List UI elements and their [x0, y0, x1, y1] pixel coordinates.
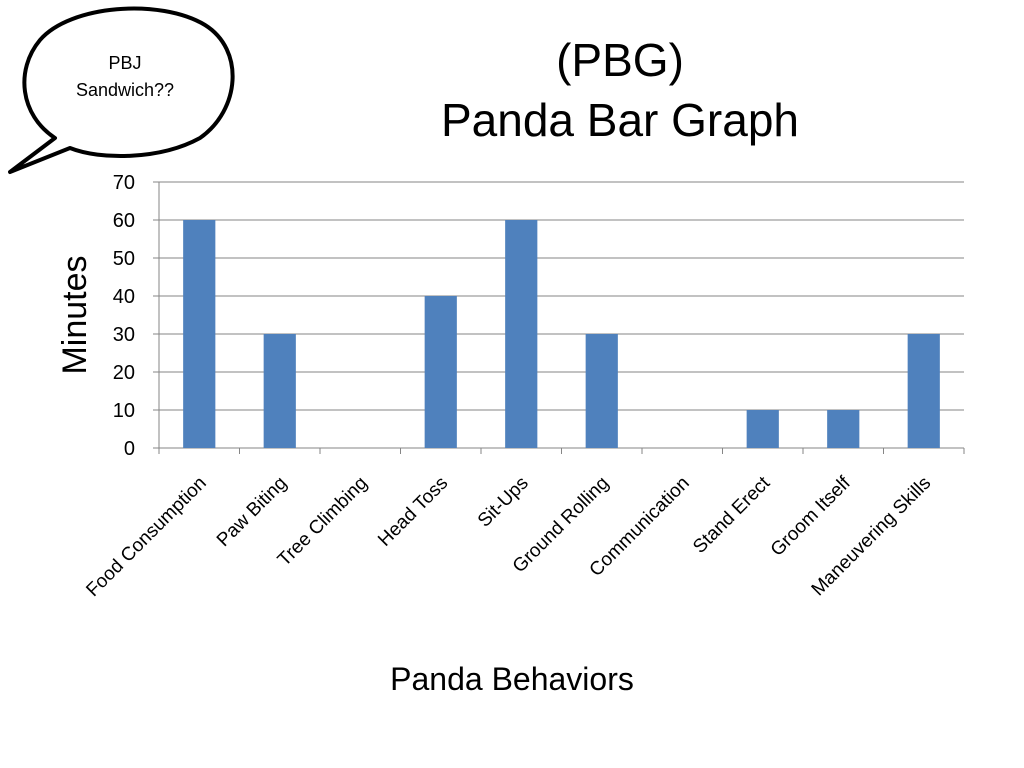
bar [183, 220, 216, 448]
x-category-label: Food Consumption [82, 473, 210, 601]
speech-bubble-text: PBJ Sandwich?? [50, 50, 200, 104]
speech-bubble: PBJ Sandwich?? [0, 0, 240, 180]
y-axis-title: Minutes [56, 255, 94, 374]
bar [424, 296, 457, 448]
x-category-label: Stand Erect [689, 472, 775, 558]
x-category-label: Head Toss [374, 473, 452, 551]
bar [263, 334, 296, 448]
speech-bubble-shape [8, 6, 235, 174]
bar [907, 334, 940, 448]
bar [746, 410, 779, 448]
bubble-line-2: Sandwich?? [75, 80, 175, 100]
x-category-label: Sit-Ups [474, 473, 533, 532]
bar [827, 410, 860, 448]
slide-title: (PBG) Panda Bar Graph [420, 30, 820, 150]
y-tick-label: 50 [113, 248, 135, 270]
bar [585, 334, 618, 448]
title-line-2: Panda Bar Graph [440, 94, 799, 146]
y-tick-label: 20 [113, 362, 135, 384]
y-tick-label: 10 [113, 400, 135, 422]
bubble-line-1: PBJ [108, 53, 142, 73]
title-line-1: (PBG) [556, 34, 684, 86]
y-tick-label: 60 [113, 210, 135, 232]
x-category-label: Paw Biting [213, 473, 291, 551]
x-axis-title: Panda Behaviors [390, 661, 634, 697]
y-tick-label: 40 [113, 286, 135, 308]
bar [505, 220, 538, 448]
x-category-label: Groom Itself [767, 472, 856, 561]
y-tick-label: 0 [124, 438, 135, 460]
y-tick-label: 30 [113, 324, 135, 346]
y-tick-label: 70 [113, 172, 135, 194]
